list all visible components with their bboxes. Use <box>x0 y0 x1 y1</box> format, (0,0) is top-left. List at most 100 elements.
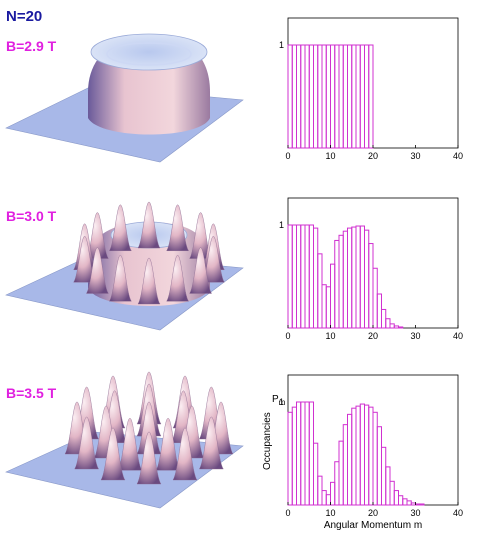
bar-m9 <box>325 286 331 329</box>
bar-m4 <box>304 401 310 506</box>
bar-m6 <box>313 442 319 506</box>
density-peak <box>100 427 126 481</box>
bar-m19 <box>368 243 374 329</box>
bar-m20 <box>372 267 378 329</box>
bar-m7 <box>317 44 323 149</box>
bar-m10 <box>330 263 336 329</box>
bar-m18 <box>364 229 370 329</box>
field-label-3: B=3.5 T <box>6 385 57 401</box>
particle-count-label: N=20 <box>6 8 43 25</box>
bar-m21 <box>376 426 382 506</box>
x-tick-label: 30 <box>410 508 420 518</box>
density-peak <box>136 431 162 485</box>
x-tick-label: 10 <box>325 508 335 518</box>
bar-m1 <box>291 44 297 149</box>
x-tick-label: 0 <box>285 151 290 161</box>
x-tick-label: 20 <box>368 508 378 518</box>
bar-m13 <box>342 424 348 506</box>
y-tick-label: 1 <box>279 220 284 230</box>
density-surface-3 <box>5 371 244 509</box>
bar-m20 <box>372 411 378 506</box>
bar-m19 <box>368 44 374 149</box>
bar-m18 <box>364 404 370 506</box>
density-peak <box>155 418 181 471</box>
droplet-top-rim <box>106 42 192 66</box>
bar-m5 <box>308 224 314 329</box>
density-peak <box>136 401 162 455</box>
bar-m22 <box>381 308 387 329</box>
density-peak <box>74 416 100 470</box>
density-peak <box>137 257 161 305</box>
y-axis-symbol-subscript: m <box>279 398 286 407</box>
bar-m4 <box>304 44 310 149</box>
x-tick-label: 10 <box>325 331 335 341</box>
bar-m16 <box>355 405 361 506</box>
density-peak <box>86 247 109 294</box>
bar-m24 <box>389 323 395 329</box>
bar-m5 <box>308 401 314 506</box>
bar-m8 <box>321 44 327 149</box>
bar-m15 <box>351 226 357 329</box>
bar-m25 <box>393 490 399 506</box>
bar-m17 <box>359 403 365 506</box>
occupancy-chart-3: Occupancies Pm Angular Momentum m 0 10 20 3… <box>262 374 463 531</box>
bar-m3 <box>300 401 306 506</box>
bar-m18 <box>364 44 370 149</box>
bar-m19 <box>368 406 374 506</box>
bar-m14 <box>347 44 353 149</box>
bar-m17 <box>359 225 365 329</box>
bar-m11 <box>334 44 340 149</box>
bar-m9 <box>325 494 331 506</box>
bar-m29 <box>410 502 416 506</box>
bar-m16 <box>355 44 361 149</box>
occupancy-chart-1: 0 10 20 30 40 1 <box>279 17 463 161</box>
bar-m6 <box>313 227 319 329</box>
x-tick-label: 20 <box>368 151 378 161</box>
bar-m5 <box>308 44 314 149</box>
bar-m13 <box>342 44 348 149</box>
density-peak <box>117 418 143 471</box>
bar-m8 <box>321 490 327 506</box>
bar-m12 <box>338 44 344 149</box>
bar-m12 <box>338 440 344 506</box>
density-peak <box>86 212 109 259</box>
bar-m25 <box>393 325 399 329</box>
bar-m11 <box>334 461 340 506</box>
y-axis-symbol: Pm <box>272 394 286 407</box>
density-peak <box>166 204 190 251</box>
x-tick-label: 30 <box>410 151 420 161</box>
bar-m26 <box>398 495 404 506</box>
bar-m28 <box>406 500 412 506</box>
bar-m23 <box>385 466 391 506</box>
density-peak <box>166 255 190 302</box>
y-axis-symbol-p: P <box>272 394 279 405</box>
bar-m15 <box>351 407 357 506</box>
y-tick-label: 1 <box>279 397 284 407</box>
bar-m23 <box>385 318 391 329</box>
bar-m2 <box>296 224 302 329</box>
density-surface-1 <box>5 33 244 163</box>
bar-m2 <box>296 401 302 506</box>
x-tick-label: 40 <box>453 508 463 518</box>
density-peak <box>108 204 132 251</box>
bar-m10 <box>330 44 336 149</box>
x-tick-label: 40 <box>453 331 463 341</box>
bar-m17 <box>359 44 365 149</box>
bar-m4 <box>304 224 310 329</box>
bar-m7 <box>317 253 323 329</box>
x-tick-label: 10 <box>325 151 335 161</box>
x-tick-label: 30 <box>410 331 420 341</box>
occupancy-chart-2: 0 10 20 30 40 1 <box>279 197 463 341</box>
x-tick-label: 40 <box>453 151 463 161</box>
bar-m0 <box>287 411 293 506</box>
bar-m14 <box>347 413 353 506</box>
bar-m16 <box>355 225 361 329</box>
bar-m15 <box>351 44 357 149</box>
bar-m14 <box>347 227 353 329</box>
bar-m0 <box>287 224 293 329</box>
bar-m27 <box>402 498 408 506</box>
field-label-2: B=3.0 T <box>6 208 57 224</box>
bar-m3 <box>300 44 306 149</box>
bar-m11 <box>334 239 340 329</box>
